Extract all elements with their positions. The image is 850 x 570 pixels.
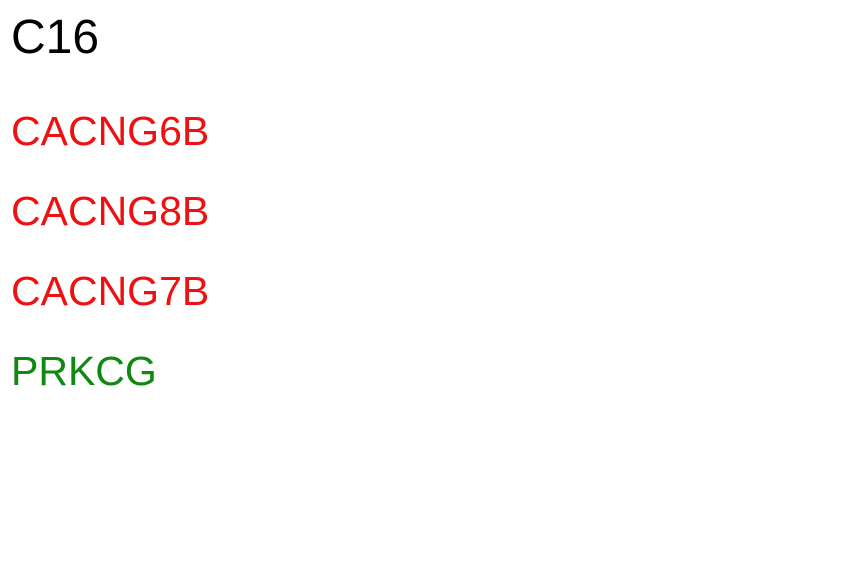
gene-item: CACNG8B [11,188,210,234]
gene-item: PRKCG [11,348,157,394]
gene-item: CACNG6B [11,108,210,154]
gene-item: CACNG7B [11,268,210,314]
gene-list: CACNG6B CACNG8B CACNG7B PRKCG [11,107,209,427]
page-title: C16 [11,11,100,64]
